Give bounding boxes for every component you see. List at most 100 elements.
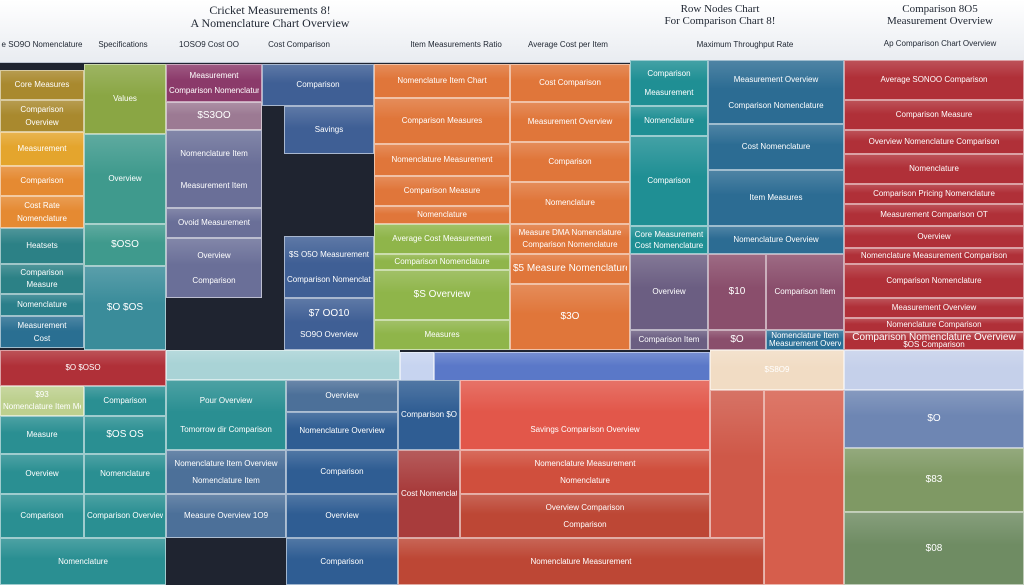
cell-label: Comparison Measures [401,116,483,125]
table-cell: Comparison [630,136,708,226]
table-cell: Comparison [0,166,84,196]
table-cell: Measure Overview 1O9 [166,494,286,538]
cell-label: Comparison $O9O [401,410,457,419]
table-cell: Measurement Overview [510,102,630,142]
table-cell: Measurement Comparison Nomenclature [166,64,262,102]
cell-label: Nomenclature Item [180,148,248,158]
table-cell: $OS OS [84,416,166,454]
table-cell: Comparison Overview [0,100,84,132]
cell-label: Overview [108,174,142,183]
table-cell: Comparison Measurement [630,60,708,106]
cell-label: Comparison [548,157,592,166]
cell-label: Cost Nomenclature [634,240,704,250]
cell-label: Comparison Measure [895,110,973,119]
cell-label: Nomenclature Measurement [530,556,632,566]
cell-label: Overview Nomenclature Comparison [868,137,1000,146]
table-cell [434,352,710,382]
chart-title-center: Row Nodes Chart [680,3,760,15]
table-cell: Measurement [0,132,84,166]
cell-label: Measurement Overview [769,338,841,348]
cell-label: Average Cost Measurement [392,234,492,243]
cell-label: Nomenclature [644,116,694,125]
cell-label: Measure [26,430,58,439]
table-cell: Average SONOO Comparison [844,60,1024,100]
table-cell: Cost Nomenclature Pricing and Measuremen… [398,450,460,538]
cell-label: $10 [728,287,746,297]
cell-label: Overview [325,511,359,520]
table-cell: Overview [286,380,398,412]
cell-label: Comparison Overview [87,511,163,520]
cell-label: $S Overview [413,290,471,300]
chart-header: Cricket Measurements 8! A Nomenclature C… [0,0,1024,63]
table-cell: Core Measures [0,70,84,100]
cell-label: Measurement [17,321,67,330]
cell-label: Measurement Item [180,180,248,190]
column-header: Cost Comparison [268,40,330,49]
cell-label: Nomenclature Measurement [391,155,493,164]
cell-label: Nomenclature Overview [733,235,819,244]
cell-label: Comparison [563,520,607,530]
table-cell: Values [84,64,166,134]
cell-label: Comparison Nomenclature [394,257,490,266]
table-cell: Comparison Overview [84,494,166,538]
table-cell: Comparison Item [630,330,708,350]
table-cell: Comparison Nomenclature [374,254,510,270]
table-cell: Nomenclature Overview [286,412,398,450]
table-cell: $83 [844,448,1024,512]
cell-label: Tomorrow dir Comparison [180,424,272,434]
table-cell: Cost Rate Nomenclature [0,196,84,228]
table-cell: Overview Comparison [166,238,262,298]
table-cell: Overview [844,226,1024,248]
cell-label: Nomenclature Measurement [534,458,636,468]
table-cell: Overview [286,494,398,538]
table-cell: $5 Measure Nomenclature [510,254,630,284]
table-cell: Overview [630,254,708,330]
table-cell: $S3OO [166,102,262,130]
cell-label: $O $OSO [65,363,101,372]
cell-label: Measure Overview 1O9 [183,511,269,520]
table-cell: $08 [844,512,1024,585]
cell-label: Cost [33,333,51,343]
chart-subtitle-center: For Comparison Chart 8! [664,15,776,27]
table-cell: Nomenclature Item Overview Nomenclature I… [166,450,286,494]
cell-label: Measurement [17,144,67,153]
cell-label: Comparison [647,69,691,79]
cell-label: Savings [314,125,344,134]
table-cell: $S8O9 [710,350,844,390]
cell-label: Pour Overview [199,396,253,406]
cell-label: Comparison [647,176,691,185]
table-cell: $O [844,390,1024,448]
cell-label: Overview [197,251,231,261]
cell-label: Savings Comparison Overview [530,424,640,434]
cell-label: Core Measures [14,80,70,89]
table-cell: Overview [84,134,166,224]
table-cell: Measurement Overview [844,298,1024,318]
table-cell: Nomenclature [844,154,1024,184]
cell-label: Nomenclature Overview [299,426,385,435]
table-cell: $10 [708,254,766,330]
cell-label: $7 OO10 [308,309,350,319]
cell-label: $3O [560,312,580,322]
cell-label: Comparison [192,275,236,285]
table-cell: Cost Nomenclature [708,124,844,170]
chart-subtitle-left: A Nomenclature Chart Overview [190,16,350,30]
table-cell: Overview [0,454,84,494]
cell-label: Comparison Nomenclature [169,85,259,95]
table-cell: Cost Comparison [510,64,630,102]
cell-label: Nomenclature Item [771,331,839,341]
table-cell: Nomenclature [0,294,84,316]
table-cell: Comparison [84,386,166,416]
cell-label: Overview [325,391,359,400]
table-cell [844,350,1024,390]
table-cell: Savings Comparison Overview [460,380,710,450]
table-cell: Comparison Nomenclature [844,264,1024,298]
cell-label: $S3OO [197,111,231,121]
cell-label: Item Measures [749,193,803,202]
table-cell: Nomenclature Measurement Comparison [844,248,1024,264]
cell-label: Comparison Pricing Nomenclature [873,189,995,198]
chart-title-left: Cricket Measurements 8! [209,3,331,17]
cell-label: Nomenclature [100,469,150,478]
table-cell: $S Overview [374,270,510,320]
table-cell: $O $OS [84,266,166,350]
